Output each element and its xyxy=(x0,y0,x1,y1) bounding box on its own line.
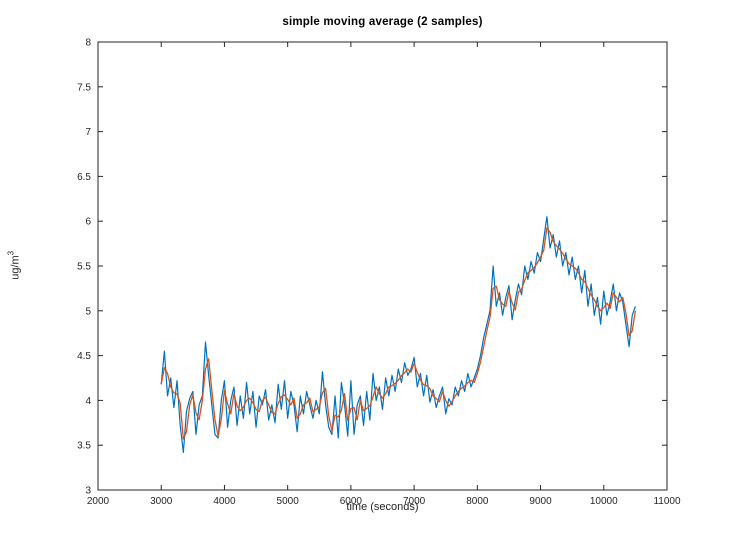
series-raw-signal xyxy=(160,216,636,453)
x-tick-label: 8000 xyxy=(466,496,489,507)
y-axis-label-base: ug/m xyxy=(9,255,22,280)
y-tick-label: 6 xyxy=(85,217,91,228)
chart-title: simple moving average (2 samples) xyxy=(282,16,483,28)
x-tick-label: 3000 xyxy=(150,496,173,507)
y-tick-label: 5.5 xyxy=(77,262,91,273)
x-tick-label: 9000 xyxy=(529,496,552,507)
y-tick-label: 5 xyxy=(85,306,91,317)
y-tick-label: 8 xyxy=(85,38,91,49)
y-tick-label: 3 xyxy=(85,486,91,497)
x-tick-label: 2000 xyxy=(87,496,110,507)
y-tick-label: 6.5 xyxy=(77,172,91,183)
y-axis-label: ug/m3 xyxy=(7,215,22,315)
y-tick-label: 7.5 xyxy=(77,82,91,93)
x-tick-label: 4000 xyxy=(213,496,236,507)
x-tick-label: 7000 xyxy=(403,496,426,507)
series-moving-average xyxy=(160,227,637,440)
x-tick-label: 5000 xyxy=(277,496,300,507)
x-axis-label: time (seconds) xyxy=(346,501,419,513)
y-tick-label: 4.5 xyxy=(77,351,91,362)
x-tick-label: 6000 xyxy=(340,496,363,507)
y-tick-label: 4 xyxy=(85,396,91,407)
y-tick-label: 3.5 xyxy=(77,441,91,452)
y-axis-label-exponent: 3 xyxy=(6,250,16,256)
x-tick-label: 11000 xyxy=(653,496,681,507)
x-tick-label: 10000 xyxy=(590,496,618,507)
axes-box xyxy=(97,41,668,491)
y-tick-label: 7 xyxy=(85,127,91,138)
